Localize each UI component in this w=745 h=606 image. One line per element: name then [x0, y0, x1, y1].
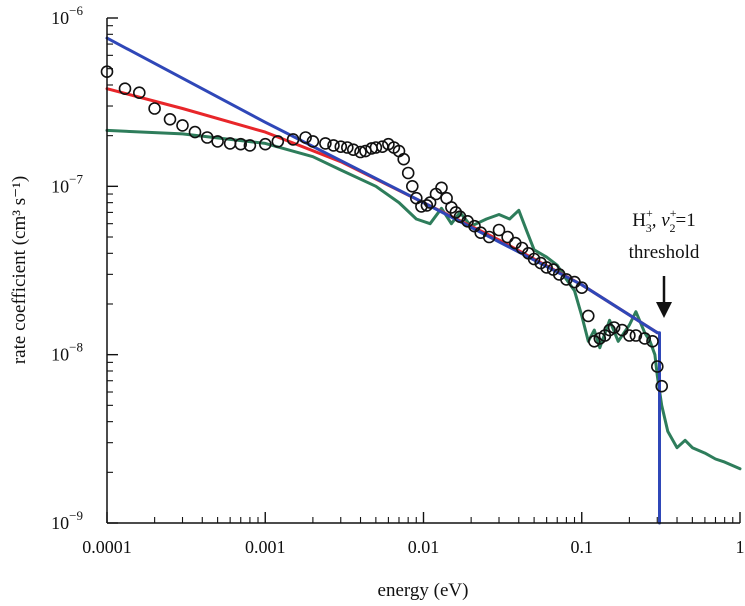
data-point: [397, 152, 411, 166]
x-tick-label: 0.01: [408, 537, 440, 557]
data-point: [560, 273, 573, 286]
data-point: [176, 119, 189, 132]
data-point: [306, 135, 320, 148]
plot-area: 0.0001 0.001 0.01 0.1 1 10−6 10−7 10−8 10−9: [51, 3, 744, 557]
data-point: [607, 321, 621, 334]
data-point: [401, 166, 415, 180]
data-point: [319, 137, 332, 150]
y-axis-ticks: 10−6 10−7 10−8 10−9: [51, 3, 118, 533]
x-axis-title: energy (eV): [378, 580, 469, 601]
threshold-label-H: H: [632, 210, 646, 231]
data-point: [623, 329, 636, 342]
data-point: [638, 332, 652, 345]
data-point: [258, 137, 272, 151]
data-point: [327, 139, 340, 152]
data-point: [655, 379, 669, 393]
threshold-label-line2: threshold: [629, 242, 700, 263]
threshold-label-sub1: 3: [646, 221, 652, 235]
data-point: [286, 133, 300, 146]
data-point: [492, 223, 506, 237]
data-point: [501, 230, 514, 244]
threshold-label-mid: , v: [652, 210, 671, 231]
y-axis-title-text: rate coefficient (cm³ s⁻¹): [9, 176, 30, 364]
y-tick-label: 10−9: [51, 508, 83, 533]
data-point: [369, 141, 383, 154]
data-point: [334, 140, 348, 153]
series-line-2: [105, 128, 742, 471]
threshold-annotation: H+ 3, v+ 2=1 threshold: [629, 206, 700, 318]
data-point: [405, 180, 419, 193]
plot-frame: [107, 18, 740, 523]
data-point: [575, 281, 589, 295]
data-point: [420, 199, 434, 212]
data-point: [346, 143, 360, 156]
data-point: [527, 252, 541, 266]
data-point: [148, 102, 161, 115]
y-axis-title: rate coefficient (cm³ s⁻¹): [9, 176, 30, 364]
threshold-label-sup1: +: [646, 206, 653, 220]
data-point: [234, 137, 247, 151]
data-point: [188, 125, 202, 139]
data-point: [423, 196, 437, 209]
threshold-label-sub2: 2: [670, 221, 676, 235]
y-tick-label: 10−8: [51, 340, 83, 365]
data-point: [629, 329, 643, 342]
x-axis-ticks: 0.0001 0.001 0.01 0.1 1: [82, 512, 745, 557]
data-point: [133, 86, 146, 99]
data-point: [435, 181, 448, 195]
series-line-0: [105, 36, 661, 525]
threshold-label-line1: H+ 3, v+ 2=1: [632, 206, 695, 235]
data-point: [581, 309, 595, 323]
threshold-label-end: =1: [676, 210, 696, 231]
x-tick-label: 0.1: [571, 537, 594, 557]
data-point: [118, 82, 132, 95]
x-tick-label: 0.0001: [82, 537, 132, 557]
data-point: [482, 230, 496, 244]
data-point: [354, 145, 367, 159]
threshold-arrow-head: [656, 302, 672, 318]
data-point: [540, 261, 553, 274]
data-point: [299, 131, 312, 144]
data-point: [646, 334, 659, 348]
data-point: [271, 135, 285, 148]
data-point: [650, 360, 664, 373]
data-point: [340, 141, 354, 154]
x-tick-label: 0.001: [245, 537, 286, 557]
data-point: [449, 206, 463, 219]
data-point: [211, 135, 224, 148]
data-point: [243, 139, 257, 152]
threshold-label-sup2: +: [670, 206, 677, 220]
x-tick-label: 1: [736, 537, 745, 557]
data-point: [163, 113, 177, 126]
y-tick-label: 10−6: [51, 3, 83, 28]
series-layer: [100, 36, 742, 525]
y-tick-label: 10−7: [51, 171, 83, 196]
